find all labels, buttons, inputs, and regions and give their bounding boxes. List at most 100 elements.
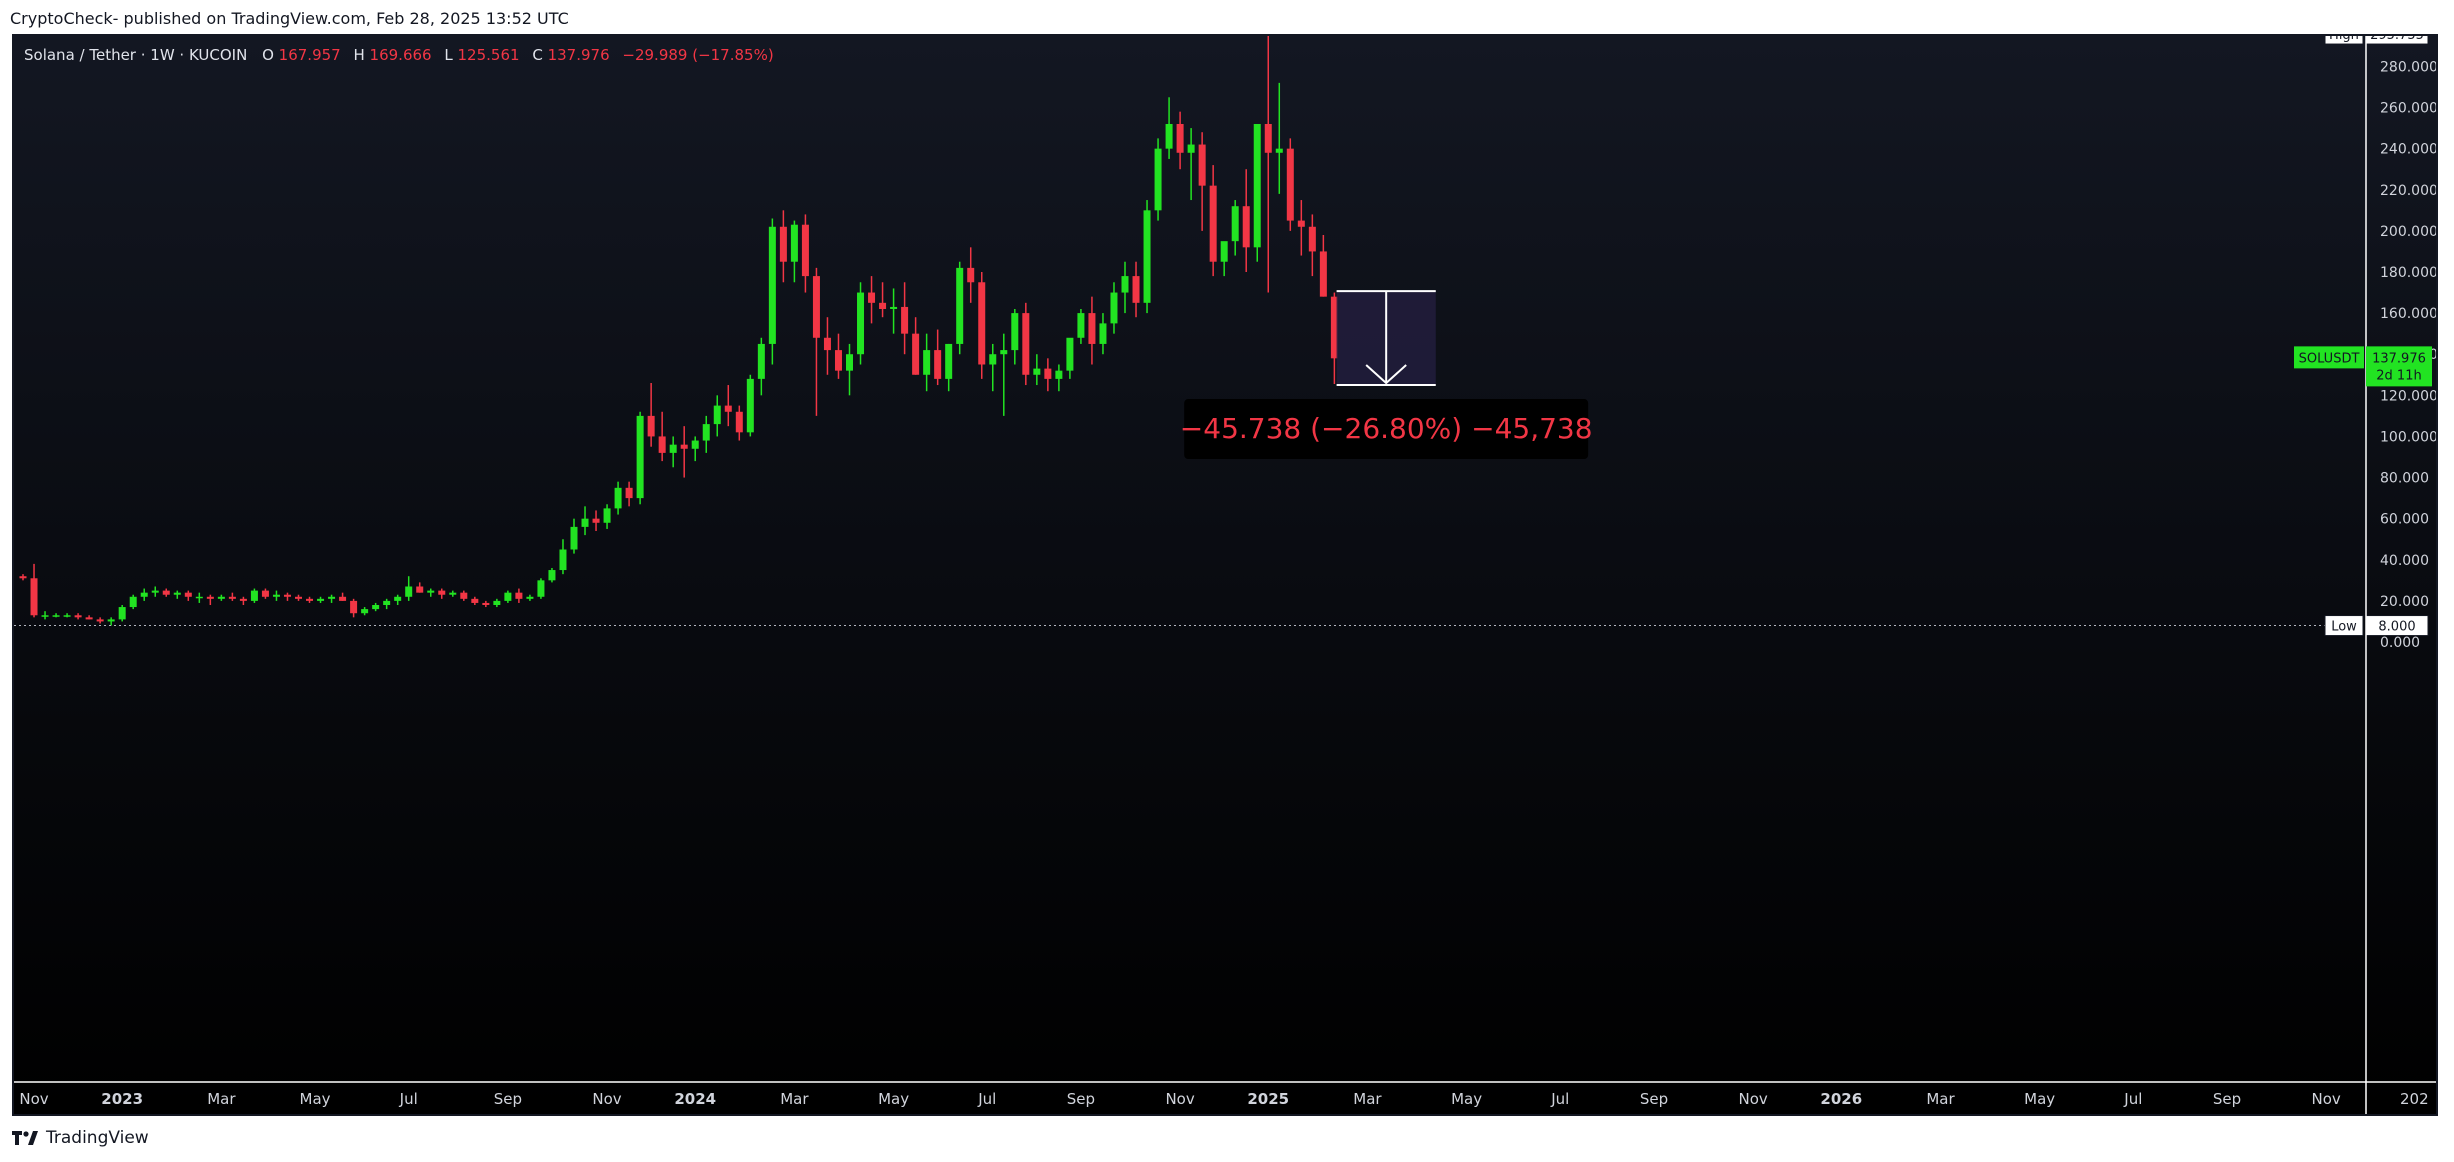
candle [570, 518, 578, 554]
high-value-box [2365, 36, 2429, 45]
candle-body [779, 226, 787, 262]
candle [912, 317, 920, 375]
candle-body [812, 276, 820, 338]
candle [339, 592, 347, 601]
candle [702, 415, 710, 453]
candle [636, 411, 644, 505]
candle [1077, 308, 1085, 344]
candle [1231, 200, 1239, 256]
candle [879, 282, 887, 318]
candle [1220, 241, 1228, 277]
candle [1066, 337, 1074, 379]
time-tick-label: 2024 [674, 1090, 716, 1108]
candle-body [934, 350, 942, 379]
candle [724, 385, 732, 427]
candle-body [581, 518, 589, 527]
candle [272, 590, 280, 601]
candle-body [790, 224, 798, 262]
chart-panel[interactable]: High 295.755 Low 8.000 −45.738 (−26.80%) −4… [12, 34, 2438, 1116]
candle-body [195, 596, 203, 599]
candle [184, 590, 192, 601]
candle-body [1297, 220, 1305, 227]
price-axis[interactable]: 300.000280.000260.000240.000220.000200.0… [2294, 36, 2436, 651]
candle-body [1055, 370, 1063, 379]
candle-body [140, 592, 148, 597]
low-label-box [2324, 615, 2364, 637]
candle-body [669, 444, 677, 453]
time-axis[interactable]: Nov 2023 Mar May Jul Sep Nov 2024 Mar May Jul Sep No… [19, 1090, 2428, 1108]
candle [195, 592, 203, 603]
candle-body [989, 354, 997, 365]
candle [1286, 138, 1294, 231]
candle [1110, 282, 1118, 334]
candle [1264, 36, 1272, 293]
candle [768, 218, 776, 365]
candle-body [680, 444, 688, 449]
candle [1308, 214, 1316, 277]
candle [1319, 234, 1327, 297]
candle-body [537, 580, 545, 597]
candle [471, 596, 479, 605]
ohlc-legend: Solana / Tether · 1W · KUCOIN O 167.957 … [24, 46, 774, 64]
tradingview-footer[interactable]: TradingView [12, 1128, 149, 1148]
candle-body [978, 282, 986, 365]
legend-close-value: 137.976 [548, 46, 610, 64]
candle-body [1143, 210, 1151, 303]
candle [1099, 313, 1107, 355]
candle [405, 576, 413, 601]
candle [1011, 308, 1019, 365]
candle-body [261, 590, 269, 597]
candle-body [471, 598, 479, 603]
candle [625, 481, 633, 507]
candle-body [548, 570, 556, 581]
candle-body [162, 590, 170, 595]
candle [1033, 354, 1041, 386]
high-label: High [2329, 36, 2359, 43]
legend-open-label: O [262, 46, 274, 64]
candle [581, 506, 589, 536]
candle [526, 594, 534, 601]
candle [460, 590, 468, 601]
candle-body [228, 596, 236, 599]
candle-body [1088, 313, 1096, 344]
time-tick-label: Nov [2312, 1090, 2341, 1108]
high-value: 295.755 [2370, 36, 2424, 43]
candle [1209, 165, 1217, 277]
last-price-value: 137.976 [2372, 351, 2426, 366]
candle [317, 596, 325, 603]
candle-body [923, 350, 931, 375]
low-value: 8.000 [2378, 620, 2415, 635]
candle [74, 613, 82, 620]
time-tick-label: May [1451, 1090, 1482, 1108]
time-tick-label: Nov [19, 1090, 48, 1108]
candles-layer [19, 36, 1338, 626]
candle-body [438, 590, 446, 595]
time-tick-label: 2025 [1247, 1090, 1289, 1108]
candle-body [129, 596, 137, 608]
candle-body [107, 619, 115, 622]
price-tick-label: 40.000 [2380, 553, 2429, 569]
candle-body [1253, 123, 1261, 248]
candle [559, 539, 567, 575]
price-range-measure[interactable]: −45.738 (−26.80%) −45,738 [1180, 290, 1593, 460]
candle-body [361, 609, 369, 614]
candle [834, 333, 842, 379]
candle-body [74, 615, 82, 618]
candlestick-chart[interactable]: High 295.755 Low 8.000 −45.738 (−26.80%) −4… [14, 36, 2436, 1114]
candle [812, 267, 820, 416]
candle [746, 374, 754, 437]
candle [1297, 200, 1305, 256]
candle-body [713, 405, 721, 425]
candle-body [295, 596, 302, 599]
candle [217, 594, 225, 601]
candle [206, 594, 214, 605]
candle [680, 426, 688, 478]
price-tick-label: 80.000 [2380, 471, 2429, 487]
candle [129, 594, 137, 610]
price-tick-label: 240.000 [2380, 142, 2436, 158]
candle-body [1121, 276, 1129, 293]
price-tick-label: 120.000 [2380, 388, 2436, 404]
time-tick-label: Mar [207, 1090, 236, 1108]
candle [250, 588, 258, 603]
time-tick-label: Sep [494, 1090, 522, 1108]
